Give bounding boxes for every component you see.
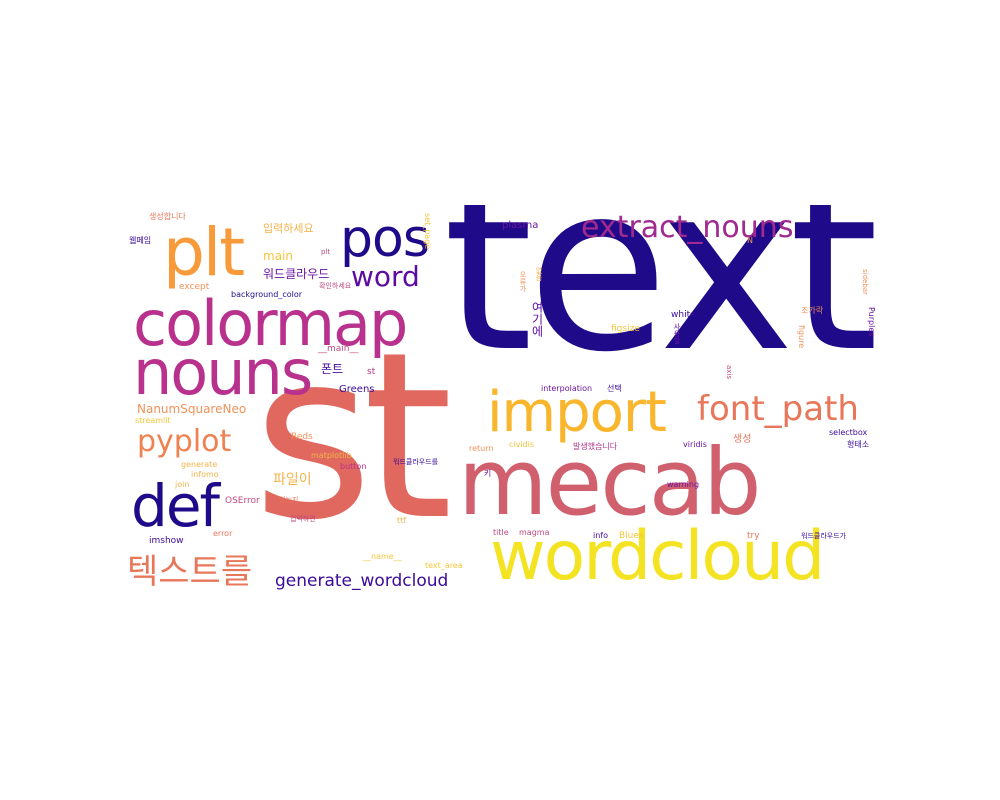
- word-webpage-korean: 웹페임: [129, 236, 152, 245]
- word-interpolation: interpolation: [541, 384, 593, 393]
- word-button: button: [340, 462, 367, 471]
- word-usable-korean: 사용할: [673, 323, 681, 344]
- word-warning: warning: [667, 480, 700, 489]
- word-plasma: plasma: [502, 220, 539, 231]
- word-text_area: text_area: [425, 561, 463, 570]
- word-exists-korean: 있는지: [279, 496, 299, 504]
- word-selectbox: selectbox: [829, 428, 868, 437]
- word-colormap: colormap: [133, 287, 408, 360]
- word-background_color: background_color: [231, 290, 303, 299]
- word-ttf: ttf: [397, 516, 407, 525]
- word-text: text: [443, 205, 875, 403]
- word-input-please: 입력하세요: [263, 222, 314, 235]
- word-nouns: nouns: [133, 336, 313, 409]
- word-pos: pos: [340, 209, 430, 269]
- word-select-korean: 선택: [607, 384, 622, 393]
- word-wordcloud-reul-korean: 워드클라우드를: [393, 458, 439, 466]
- word-st-small: st: [367, 367, 376, 377]
- word-N: N: [747, 236, 753, 245]
- word-adjust-korean: 조가락: [801, 306, 824, 315]
- word-join: join: [175, 480, 190, 489]
- word-streamlit: streamlit: [135, 416, 171, 425]
- word-create-korean: 생성합니다: [149, 212, 186, 221]
- word-wordcloud-ga-korean: 워드클라우드가: [801, 532, 847, 540]
- word-OSError: OSError: [225, 496, 260, 506]
- word-if-input-korean: 입력하면: [290, 515, 316, 523]
- word-check-korean: 확인하세요: [319, 282, 352, 290]
- word-morpheme-korean: 형태소: [847, 440, 870, 449]
- word-main: main: [263, 249, 293, 263]
- word-__name__: __name__: [363, 552, 402, 561]
- word-error: error: [213, 529, 233, 538]
- word-import: import: [487, 380, 667, 445]
- word-cividis: cividis: [509, 440, 535, 449]
- word-Purples: Purples: [867, 307, 875, 337]
- word-return: return: [469, 444, 494, 453]
- word-viridis: viridis: [683, 440, 707, 449]
- word-white: white: [671, 310, 696, 320]
- word-__main__: __main__: [318, 344, 359, 354]
- word-infomo: infomo: [191, 470, 219, 479]
- word-axis: axis: [725, 365, 733, 380]
- word-plt: plt: [163, 214, 245, 291]
- word-cloud: text st mecab wordcloud colormap nouns p…: [125, 205, 875, 595]
- word-Blues: Blues: [619, 531, 644, 541]
- word-sidebar: sidebar: [861, 269, 869, 295]
- word-text-input-korean: 텍스트를: [127, 552, 253, 592]
- word-imshow: imshow: [149, 536, 184, 546]
- word-wordcloud: wordcloud: [490, 517, 825, 595]
- word-key-korean: 키: [483, 469, 492, 477]
- word-figure: figure: [797, 325, 806, 349]
- word-none-korean: 없음: [535, 267, 543, 281]
- word-font_path: font_path: [697, 389, 859, 429]
- word-except: except: [179, 282, 210, 292]
- word-wordcloud-korean: 워드클라우드: [263, 267, 330, 281]
- word-title: title: [493, 528, 509, 537]
- word-font-korean: 폰트: [321, 362, 344, 376]
- word-mecab: mecab: [458, 429, 762, 536]
- word-occurred-korean: 발생했습니다: [573, 442, 618, 451]
- word-Greens: Greens: [339, 384, 375, 395]
- word-set_page: set_page: [423, 213, 432, 250]
- word-word: word: [351, 260, 420, 293]
- word-pyplot: pyplot: [137, 424, 232, 459]
- word-info: info: [593, 531, 609, 540]
- word-here-korean: 여기에: [530, 301, 544, 337]
- word-generate_wordcloud: generate_wordcloud: [275, 571, 449, 591]
- word-NanumSquareNeo: NanumSquareNeo: [137, 402, 247, 416]
- word-matplotlib: matplotlib: [311, 451, 352, 460]
- word-figsize: figsize: [611, 324, 640, 334]
- word-def: def: [131, 472, 220, 540]
- word-generate-korean: 생성: [733, 434, 752, 445]
- word-Reds: Reds: [291, 432, 313, 442]
- word-plt-small: plt: [321, 248, 331, 256]
- word-error-ga-korean: 오류가: [519, 271, 527, 292]
- word-st: st: [253, 304, 453, 571]
- word-extract_nouns: extract_nouns: [581, 210, 794, 245]
- word-try: try: [747, 531, 760, 541]
- word-file-korean: 파일이: [273, 472, 312, 488]
- word-magma: magma: [519, 528, 550, 537]
- word-generate: generate: [181, 460, 218, 469]
